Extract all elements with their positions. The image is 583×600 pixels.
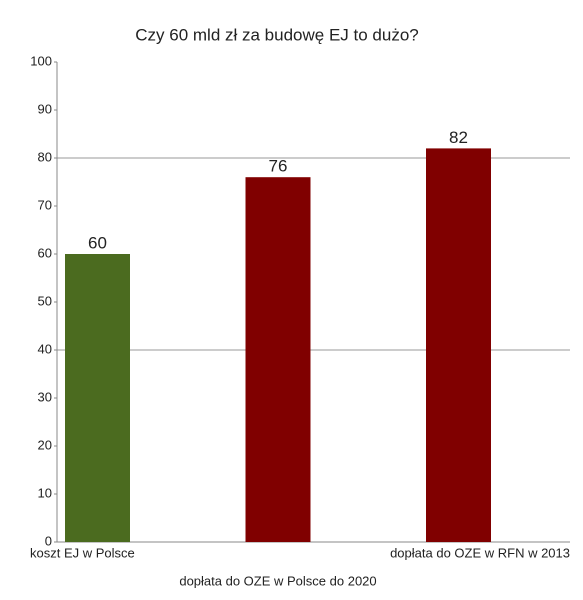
chart-title: Czy 60 mld zł za budowę EJ to dużo? xyxy=(135,25,418,44)
value-label: 76 xyxy=(269,157,288,176)
value-label: 60 xyxy=(88,233,107,252)
y-tick-label: 80 xyxy=(38,149,52,164)
y-tick-label: 30 xyxy=(38,389,52,404)
y-tick-label: 60 xyxy=(38,245,52,260)
y-tick-label: 40 xyxy=(38,341,52,356)
y-tick-label: 90 xyxy=(38,101,52,116)
y-tick-label: 20 xyxy=(38,437,52,452)
bar xyxy=(426,148,491,542)
y-tick-label: 50 xyxy=(38,293,52,308)
y-tick-label: 0 xyxy=(45,533,52,548)
y-tick-label: 70 xyxy=(38,197,52,212)
x-tick-label: koszt EJ w Polsce xyxy=(30,545,135,560)
x-tick-label: dopłata do OZE w RFN w 2013 xyxy=(390,545,570,560)
y-tick-label: 10 xyxy=(38,485,52,500)
x-tick-label: dopłata do OZE w Polsce do 2020 xyxy=(179,573,376,588)
y-tick-label: 100 xyxy=(30,53,52,68)
bar xyxy=(245,177,311,542)
value-label: 82 xyxy=(449,128,468,147)
bar xyxy=(65,254,130,542)
